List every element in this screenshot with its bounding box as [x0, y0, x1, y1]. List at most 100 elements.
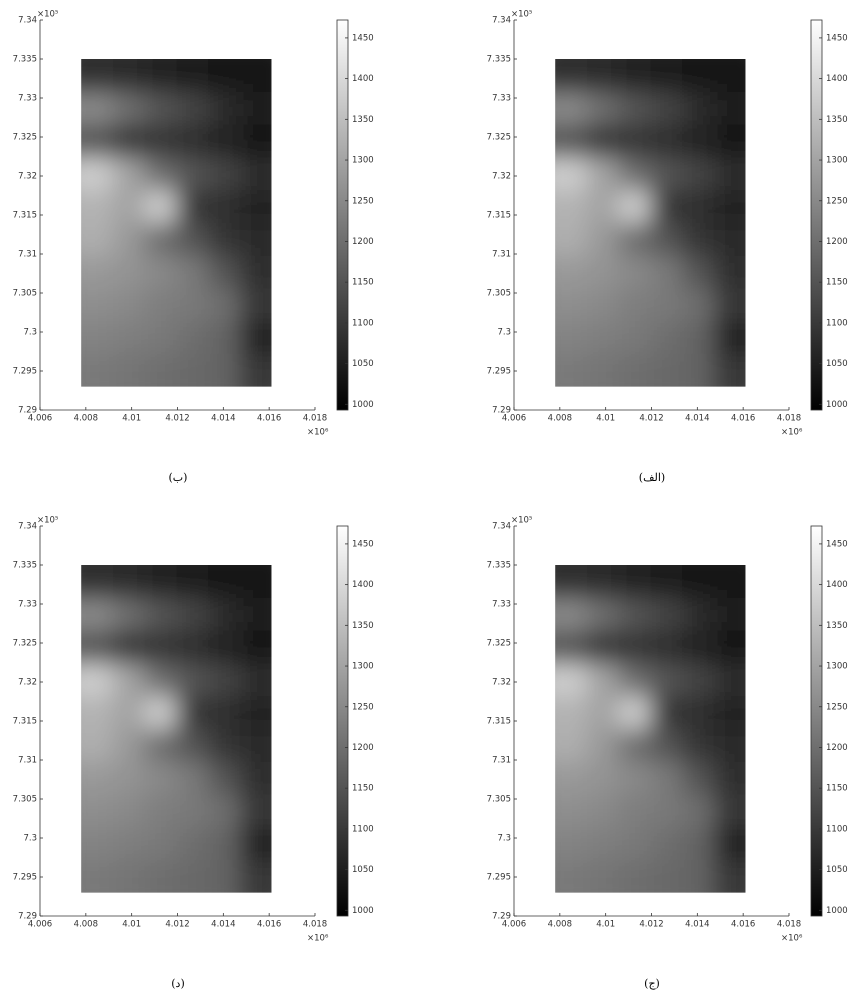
- cell: [586, 222, 620, 257]
- x-tick-label: 4.01: [596, 414, 615, 424]
- cell: [682, 597, 715, 632]
- colorbar-tick-label: 1150: [352, 278, 374, 288]
- cell: [81, 630, 114, 664]
- cell: [586, 630, 620, 664]
- cell: [713, 288, 746, 322]
- y-tick-label: 7.29: [18, 406, 37, 416]
- cell: [618, 597, 651, 632]
- cell: [208, 761, 241, 795]
- cell: [112, 761, 146, 795]
- colorbar-tick-label: 1300: [826, 156, 848, 166]
- panel: 7.29 7.295 7.3 7.305 7.31 7.315 7.32 7.325 7.33 7…: [13, 10, 374, 485]
- image-cells: [81, 59, 272, 387]
- x-tick-label: 4.016: [257, 414, 281, 424]
- cell: [682, 222, 715, 257]
- cell: [144, 859, 177, 893]
- cell: [239, 321, 272, 355]
- cell: [208, 794, 241, 828]
- y-exponent: ×10⁵: [37, 516, 58, 526]
- cell: [239, 761, 272, 795]
- y-tick-label: 7.325: [487, 133, 511, 143]
- cell: [144, 288, 177, 322]
- cell: [239, 353, 272, 387]
- colorbar-tick-label: 1200: [826, 237, 848, 247]
- y-tick-label: 7.335: [13, 55, 37, 65]
- y-tick-label: 7.305: [13, 795, 37, 805]
- colorbar-tick-label: 1100: [826, 318, 848, 328]
- cell: [555, 794, 588, 828]
- cell: [713, 663, 746, 697]
- cell: [112, 59, 146, 93]
- x-tick-label: 4.008: [74, 920, 98, 930]
- cell: [144, 91, 177, 126]
- cell: [555, 321, 588, 355]
- cell: [713, 794, 746, 828]
- cell: [650, 859, 683, 893]
- cell: [239, 565, 272, 599]
- cell: [682, 728, 715, 763]
- colorbar-tick-label: 1250: [352, 196, 374, 206]
- cell: [176, 761, 209, 795]
- cell: [650, 597, 683, 632]
- cell: [239, 794, 272, 828]
- cell: [586, 190, 620, 224]
- cell: [112, 124, 146, 158]
- cell: [176, 827, 209, 861]
- cell: [555, 565, 588, 599]
- cell: [618, 255, 651, 289]
- y-tick-label: 7.33: [18, 94, 37, 104]
- cell: [176, 222, 209, 257]
- colorbar-tick-label: 1250: [826, 702, 848, 712]
- y-tick-label: 7.305: [487, 795, 511, 805]
- colorbar: [336, 525, 349, 917]
- cell: [112, 157, 146, 191]
- x-tick-label: 4.014: [685, 414, 709, 424]
- colorbar-tick-label: 1450: [826, 539, 848, 549]
- cell: [81, 761, 114, 795]
- x-tick-label: 4.014: [211, 920, 235, 930]
- cell: [682, 59, 715, 93]
- cell: [176, 353, 209, 387]
- colorbar-tick-label: 1000: [826, 906, 848, 916]
- cell: [144, 663, 177, 697]
- cell: [112, 288, 146, 322]
- cell: [176, 255, 209, 289]
- cell: [555, 597, 588, 632]
- cell: [176, 288, 209, 322]
- cell: [586, 827, 620, 861]
- y-tick-label: 7.325: [13, 133, 37, 143]
- cell: [650, 255, 683, 289]
- cell: [586, 761, 620, 795]
- cell: [176, 91, 209, 126]
- cell: [81, 255, 114, 289]
- cell: [618, 321, 651, 355]
- cell: [239, 190, 272, 224]
- colorbar-tick-label: 1150: [826, 784, 848, 794]
- cell: [618, 827, 651, 861]
- cell: [713, 255, 746, 289]
- cell: [208, 827, 241, 861]
- x-exponent: ×10⁶: [781, 934, 803, 944]
- cell: [112, 255, 146, 289]
- cell: [586, 59, 620, 93]
- cell: [713, 321, 746, 355]
- colorbar-tick-label: 1400: [826, 74, 848, 84]
- cell: [650, 124, 683, 158]
- cell: [555, 222, 588, 257]
- cell: [208, 597, 241, 632]
- panel: 7.29 7.295 7.3 7.305 7.31 7.315 7.32 7.325 7.33 7…: [13, 516, 374, 991]
- cell: [586, 157, 620, 191]
- cell: [618, 565, 651, 599]
- colorbar-tick-label: 1050: [352, 359, 374, 369]
- image-cells: [555, 59, 746, 387]
- cell: [208, 288, 241, 322]
- cell: [682, 565, 715, 599]
- y-exponent: ×10⁵: [511, 516, 532, 526]
- x-tick-label: 4.012: [165, 920, 189, 930]
- cell: [713, 859, 746, 893]
- cell: [618, 59, 651, 93]
- cell: [239, 728, 272, 763]
- y-tick-label: 7.34: [18, 16, 37, 26]
- cell: [618, 190, 651, 224]
